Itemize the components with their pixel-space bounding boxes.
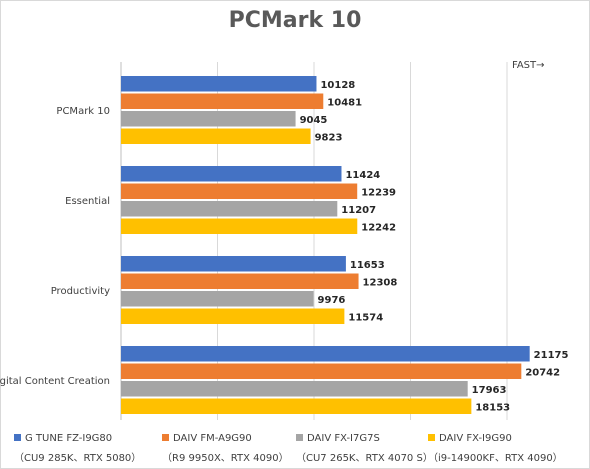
legend-item: G TUNE FZ-I9G80 （CU9 285K、RTX 5080） [14, 432, 141, 466]
data-label: 21175 [534, 350, 569, 361]
legend-item: DAIV FX-I7G7S （CU7 265K、RTX 4070 S） [296, 432, 433, 466]
legend-item: DAIV FM-A9G90 （R9 9950X、RTX 4090） [162, 432, 289, 466]
bar [121, 128, 311, 144]
data-label: 12308 [363, 277, 398, 288]
data-label: 10481 [327, 97, 362, 108]
legend-series-name: DAIV FX-I7G7S [307, 433, 380, 444]
bar [121, 381, 468, 397]
data-label: 11424 [345, 170, 380, 181]
data-label: 12239 [361, 187, 396, 198]
data-label: 11207 [341, 205, 376, 216]
bar [121, 308, 345, 324]
data-label: 9823 [315, 132, 343, 143]
category-label: Productivity [51, 286, 110, 297]
legend-series-name: G TUNE FZ-I9G80 [25, 433, 113, 444]
category-label: Essential [65, 196, 110, 207]
data-label: 17963 [472, 385, 507, 396]
fast-direction-annotation: FAST→ [512, 60, 545, 71]
bar [121, 218, 358, 234]
legend-swatch [428, 434, 435, 441]
bar [121, 166, 342, 182]
data-label: 11574 [348, 312, 383, 323]
bar [121, 346, 530, 362]
data-label: 20742 [525, 367, 560, 378]
bar [121, 93, 324, 109]
bar [121, 76, 317, 92]
data-label: 9976 [318, 295, 346, 306]
data-label: 10128 [320, 80, 355, 91]
bar [121, 111, 296, 127]
legend-series-name: DAIV FX-I9G90 [439, 433, 512, 444]
chart-title: PCMark 10 [228, 8, 362, 33]
legend-series-subtitle: （R9 9950X、RTX 4090） [162, 453, 289, 464]
bar [121, 256, 346, 272]
legend-swatch [162, 434, 169, 441]
bar [121, 363, 522, 379]
data-label: 12242 [361, 222, 396, 233]
category-label: PCMark 10 [56, 106, 110, 117]
legend-item: DAIV FX-I9G90 （i9-14900KF、RTX 4090） [428, 432, 563, 466]
legend-series-subtitle: （CU7 265K、RTX 4070 S） [296, 453, 433, 464]
bar [121, 398, 472, 414]
legend-swatch [296, 434, 303, 441]
legend: G TUNE FZ-I9G80 （CU9 285K、RTX 5080） DAIV F… [0, 432, 590, 468]
data-label: 9045 [300, 115, 328, 126]
bar [121, 201, 338, 217]
legend-series-name: DAIV FM-A9G90 [173, 433, 252, 444]
legend-swatch [14, 434, 21, 441]
bar [121, 291, 314, 307]
category-label: Digital Content Creation [0, 376, 110, 387]
data-label: 18153 [475, 402, 510, 413]
legend-series-subtitle: （i9-14900KF、RTX 4090） [428, 453, 563, 464]
data-label: 11653 [350, 260, 385, 271]
bar [121, 273, 359, 289]
bar [121, 183, 358, 199]
legend-series-subtitle: （CU9 285K、RTX 5080） [14, 453, 142, 464]
